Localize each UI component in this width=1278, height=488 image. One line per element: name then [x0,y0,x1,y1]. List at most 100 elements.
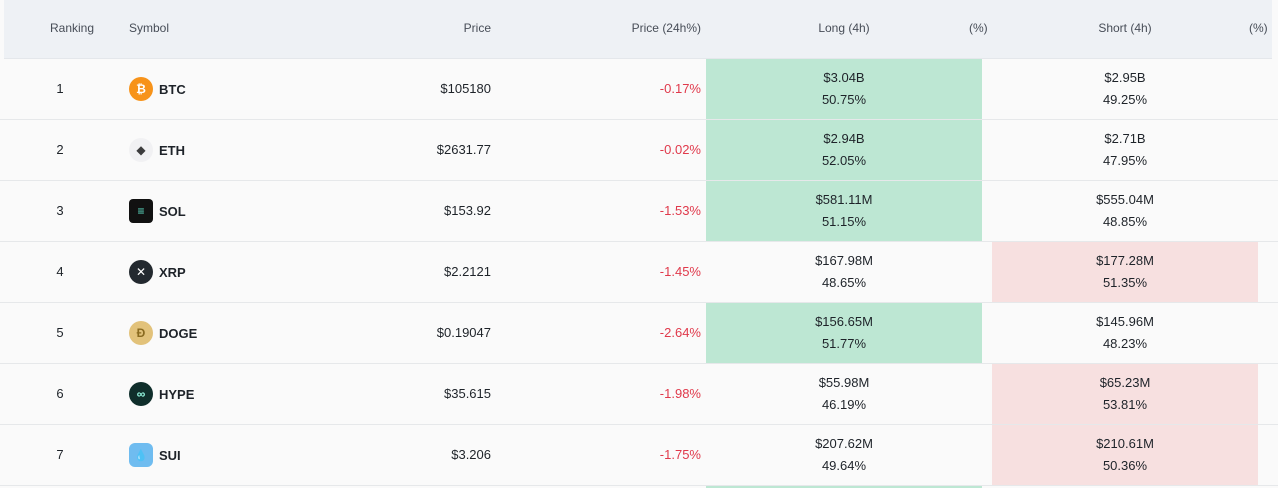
short-cell: $555.04M 48.85% [992,181,1258,241]
short-cell: $210.61M 50.36% [992,425,1258,485]
table-row[interactable]: 2 ◆ ETH $2631.77 -0.02% $2.94B 52.05% $2… [0,120,1278,181]
price-change-cell: -0.02% [659,142,701,157]
long-percent: 50.75% [821,92,867,107]
long-value: $207.62M [815,436,873,451]
price-cell: $35.615 [444,386,491,401]
price-cell: $2.2121 [444,264,491,279]
short-value: $210.61M [1096,436,1154,451]
symbol-cell[interactable]: ≡ SOL [129,198,186,224]
symbol-cell[interactable]: 💧 SUI [129,442,181,468]
table-header: Ranking Symbol Price Price (24h%) Long (… [4,0,1272,59]
price-change-cell: -1.53% [659,203,701,218]
short-value: $145.96M [1096,314,1154,329]
table-row[interactable]: 1 ₿ BTC $105180 -0.17% $3.04B 50.75% $2.… [0,59,1278,120]
symbol-cell[interactable]: ◆ ETH [129,137,185,163]
long-cell: $167.98M 48.65% [706,242,982,302]
rank-cell: 7 [56,447,64,462]
short-value: $65.23M [1099,375,1151,390]
rank-cell: 4 [56,264,64,279]
symbol-label: SOL [159,203,186,219]
long-value: $3.04B [823,70,865,85]
ethereum-icon: ◆ [129,138,153,162]
symbol-label: XRP [159,264,186,280]
symbol-label: HYPE [159,386,195,402]
rank-cell: 6 [56,386,64,401]
long-percent: 51.15% [821,214,867,229]
hyperliquid-icon: ∞ [129,382,153,406]
long-cell: $581.11M 51.15% [706,181,982,241]
long-cell: $55.98M 46.19% [706,364,982,424]
bitcoin-icon: ₿ [129,77,153,101]
long-percent: 51.77% [821,336,867,351]
long-percent: 52.05% [821,153,867,168]
ranking-column-header[interactable]: Ranking [50,21,95,35]
table-row[interactable]: 3 ≡ SOL $153.92 -1.53% $581.11M 51.15% $… [0,181,1278,242]
short-percent-column-header[interactable]: (%) [1249,21,1268,35]
rank-cell: 2 [56,142,64,157]
symbol-label: DOGE [159,325,198,341]
long-cell: $2.94B 52.05% [706,120,982,180]
price-cell: $0.19047 [436,325,491,340]
table-body: 1 ₿ BTC $105180 -0.17% $3.04B 50.75% $2.… [0,59,1278,486]
long-percent: 49.64% [821,458,867,473]
long-value: $2.94B [823,131,865,146]
long-percent: 48.65% [821,275,867,290]
long-cell: $156.65M 51.77% [706,303,982,363]
symbol-cell[interactable]: Ð DOGE [129,320,197,346]
rank-cell: 1 [56,81,64,96]
price-24h-column-header[interactable]: Price (24h%) [631,21,701,35]
long-value: $167.98M [815,253,873,268]
short-percent: 48.85% [1102,214,1148,229]
price-change-cell: -1.45% [659,264,701,279]
short-percent: 53.81% [1102,397,1148,412]
long-cell: $3.04B 50.75% [706,59,982,119]
short-cell: $65.23M 53.81% [992,364,1258,424]
price-cell: $153.92 [444,203,491,218]
short-percent: 48.23% [1102,336,1148,351]
long-4h-column-header[interactable]: Long (4h) [818,21,870,35]
short-percent: 51.35% [1102,275,1148,290]
short-cell: $2.71B 47.95% [992,120,1258,180]
short-value: $2.71B [1104,131,1146,146]
rank-cell: 5 [56,325,64,340]
short-cell: $145.96M 48.23% [992,303,1258,363]
short-percent: 50.36% [1102,458,1148,473]
symbol-label: BTC [159,81,186,97]
price-change-cell: -0.17% [659,81,701,96]
price-column-header[interactable]: Price [463,21,491,35]
table-row[interactable]: 7 💧 SUI $3.206 -1.75% $207.62M 49.64% $2… [0,425,1278,486]
price-cell: $105180 [440,81,491,96]
long-percent: 46.19% [821,397,867,412]
next-row-long-highlight [706,486,982,488]
long-value: $55.98M [818,375,870,390]
short-cell: $177.28M 51.35% [992,242,1258,302]
symbol-cell[interactable]: ₿ BTC [129,76,186,102]
short-percent: 49.25% [1102,92,1148,107]
sui-icon: 💧 [129,443,153,467]
symbol-cell[interactable]: ∞ HYPE [129,381,194,407]
price-change-cell: -1.75% [659,447,701,462]
price-change-cell: -1.98% [659,386,701,401]
symbol-label: SUI [159,447,181,463]
rank-cell: 3 [56,203,64,218]
price-cell: $2631.77 [436,142,491,157]
symbol-column-header[interactable]: Symbol [129,21,170,35]
price-cell: $3.206 [451,447,491,462]
long-cell: $207.62M 49.64% [706,425,982,485]
symbol-label: ETH [159,142,185,158]
symbol-cell[interactable]: ✕ XRP [129,259,186,285]
short-4h-column-header[interactable]: Short (4h) [1098,21,1152,35]
short-value: $2.95B [1104,70,1146,85]
table-row[interactable]: 5 Ð DOGE $0.19047 -2.64% $156.65M 51.77%… [0,303,1278,364]
price-change-cell: -2.64% [659,325,701,340]
short-cell: $2.95B 49.25% [992,59,1258,119]
long-value: $581.11M [815,192,873,207]
long-value: $156.65M [815,314,873,329]
table-row[interactable]: 4 ✕ XRP $2.2121 -1.45% $167.98M 48.65% $… [0,242,1278,303]
short-value: $555.04M [1096,192,1154,207]
xrp-icon: ✕ [129,260,153,284]
dogecoin-icon: Ð [129,321,153,345]
solana-icon: ≡ [129,199,153,223]
table-row[interactable]: 6 ∞ HYPE $35.615 -1.98% $55.98M 46.19% $… [0,364,1278,425]
long-percent-column-header[interactable]: (%) [969,21,988,35]
